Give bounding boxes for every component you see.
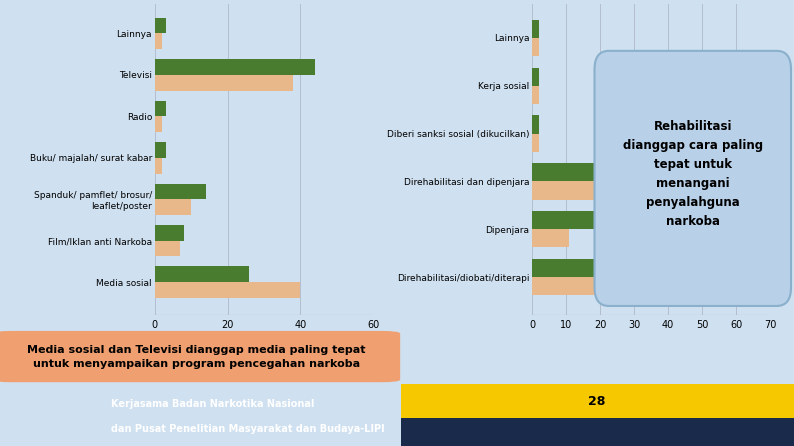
Bar: [155, 241, 180, 256]
Bar: [532, 229, 569, 248]
Bar: [532, 182, 614, 200]
Bar: [532, 259, 715, 277]
Text: Rehabilitasi
dianggap cara paling
tepat untuk
menangani
penyalahguna
narkoba: Rehabilitasi dianggap cara paling tepat …: [622, 120, 763, 228]
Bar: [532, 86, 539, 104]
Bar: [532, 163, 603, 182]
Bar: [155, 101, 166, 116]
Bar: [155, 75, 293, 91]
Bar: [155, 199, 191, 215]
Bar: [155, 142, 166, 158]
Bar: [532, 68, 539, 86]
FancyBboxPatch shape: [595, 51, 791, 306]
Bar: [532, 38, 539, 56]
Bar: [155, 158, 162, 173]
Text: 28: 28: [588, 395, 606, 408]
Bar: [532, 116, 539, 134]
Bar: [155, 266, 249, 282]
FancyBboxPatch shape: [0, 331, 400, 382]
Bar: [532, 277, 743, 295]
Bar: [155, 225, 184, 241]
FancyBboxPatch shape: [401, 418, 794, 446]
Text: Media sosial dan Televisi dianggap media paling tepat
untuk menyampaikan program: Media sosial dan Televisi dianggap media…: [27, 345, 366, 368]
Bar: [155, 59, 315, 75]
Bar: [155, 282, 300, 298]
Bar: [532, 134, 539, 152]
Bar: [532, 211, 596, 229]
Bar: [532, 20, 539, 38]
Bar: [155, 33, 162, 49]
Bar: [155, 116, 162, 132]
Text: Kerjasama Badan Narkotika Nasional: Kerjasama Badan Narkotika Nasional: [111, 399, 314, 409]
Bar: [155, 18, 166, 33]
Text: dan Pusat Penelitian Masyarakat dan Budaya-LIPI: dan Pusat Penelitian Masyarakat dan Buda…: [111, 424, 385, 434]
Bar: [155, 183, 206, 199]
FancyBboxPatch shape: [401, 384, 794, 418]
